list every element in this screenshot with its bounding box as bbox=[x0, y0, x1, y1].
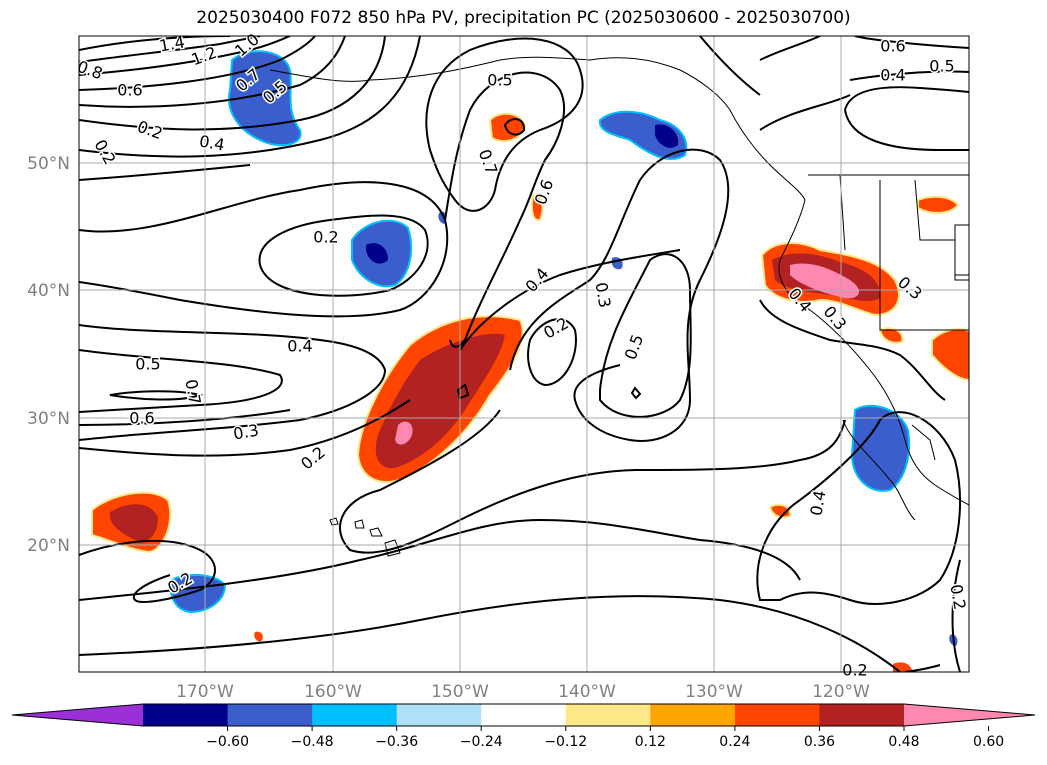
colorbar-tick-label: −0.48 bbox=[291, 734, 334, 750]
contour-label: 0.2 bbox=[313, 228, 338, 247]
colorbar-tick-label: 0.36 bbox=[804, 734, 835, 750]
colorbar-tick-label: −0.24 bbox=[460, 734, 503, 750]
colorbar-tick-label: 0.12 bbox=[635, 734, 666, 750]
gridlines bbox=[79, 36, 969, 672]
colorbar-tick-label: −0.12 bbox=[544, 734, 587, 750]
colorbar-extend-high bbox=[904, 704, 1035, 726]
map-title: 2025030400 F072 850 hPa PV, precipitatio… bbox=[196, 8, 851, 28]
contour-label: 0.3 bbox=[232, 420, 260, 443]
colorbar-segment bbox=[650, 704, 736, 726]
contour-label: 0.6 bbox=[129, 409, 154, 428]
map-frame bbox=[78, 35, 970, 673]
lat-label-50n: 50°N bbox=[27, 154, 70, 174]
contour-label: 0.4 bbox=[806, 489, 829, 517]
contour-label: 0.4 bbox=[287, 337, 312, 356]
lat-label-20n: 20°N bbox=[27, 536, 70, 556]
colorbar-tick-label: 0.60 bbox=[973, 734, 1004, 750]
colorbar-segment bbox=[312, 704, 398, 726]
contour-label: 0.2 bbox=[842, 661, 867, 680]
map-background bbox=[79, 36, 969, 672]
colorbar-segment bbox=[819, 704, 905, 726]
colorbar-ticks: −0.60 −0.48 −0.36 −0.24 −0.12 0.12 0.24 0.36 0.4… bbox=[206, 726, 1004, 750]
colorbar-extend-low bbox=[12, 704, 143, 726]
precip-shading bbox=[91, 50, 969, 672]
colorbar-segment bbox=[565, 704, 651, 726]
colorbar-outline bbox=[11, 703, 1036, 727]
colorbar-tick-label: −0.36 bbox=[375, 734, 418, 750]
colorbar-tick-label: 0.48 bbox=[888, 734, 919, 750]
colorbar-segment bbox=[734, 704, 820, 726]
lon-label-170w: 170°W bbox=[176, 682, 234, 702]
contour-label: 0.5 bbox=[135, 355, 160, 374]
colorbar-tick-label: −0.60 bbox=[206, 734, 249, 750]
colorbar-segment bbox=[143, 704, 229, 726]
contour-label: 0.5 bbox=[929, 57, 954, 76]
colorbar bbox=[11, 703, 1036, 727]
lon-label-130w: 130°W bbox=[685, 682, 743, 702]
contour-label: 0.5 bbox=[487, 71, 512, 90]
lon-label-140w: 140°W bbox=[558, 682, 616, 702]
colorbar-segment bbox=[227, 704, 313, 726]
colorbar-segment bbox=[396, 704, 482, 726]
pv-contours bbox=[79, 36, 969, 672]
lat-label-30n: 30°N bbox=[27, 409, 70, 429]
lat-label-40n: 40°N bbox=[27, 281, 70, 301]
hawaii-islands bbox=[329, 517, 401, 557]
lon-label-160w: 160°W bbox=[304, 682, 362, 702]
colorbar-tick-label: 0.24 bbox=[719, 734, 750, 750]
lon-label-150w: 150°W bbox=[431, 682, 489, 702]
colorbar-segment bbox=[481, 704, 567, 726]
contour-label: 0.6 bbox=[880, 37, 905, 56]
lon-label-120w: 120°W bbox=[812, 682, 870, 702]
contour-label: 0.6 bbox=[117, 81, 142, 100]
contour-label: 0.4 bbox=[880, 66, 905, 85]
